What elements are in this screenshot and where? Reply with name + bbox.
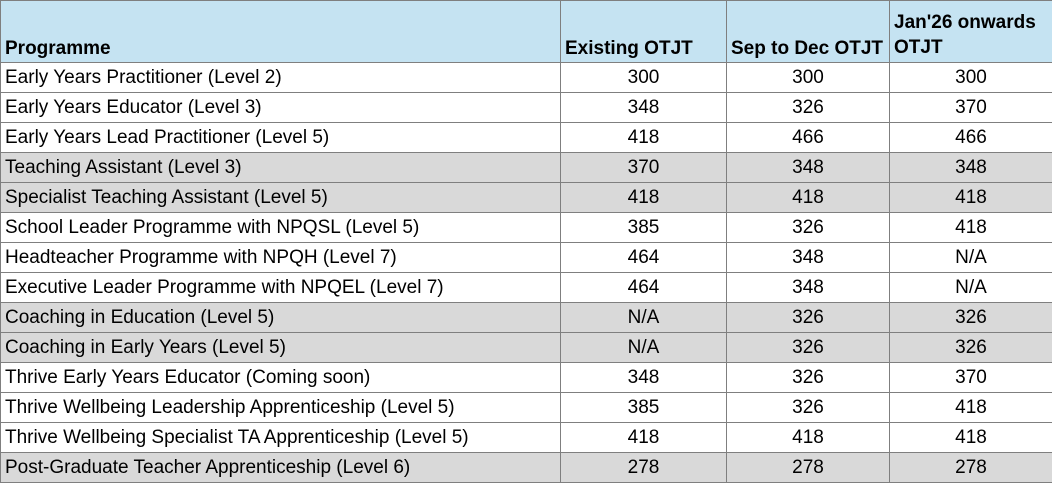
sep-to-dec-otjt-cell: 348 <box>726 272 890 303</box>
sep-to-dec-otjt-cell: 348 <box>726 242 890 273</box>
sep-to-dec-otjt-cell: 326 <box>726 332 890 363</box>
header-existing-otjt: Existing OTJT <box>560 0 727 63</box>
programme-cell: Specialist Teaching Assistant (Level 5) <box>0 182 561 213</box>
jan26-onwards-otjt-cell: 348 <box>889 152 1052 183</box>
table-row: Post-Graduate Teacher Apprenticeship (Le… <box>0 452 1052 483</box>
table-row: Specialist Teaching Assistant (Level 5) 4… <box>0 182 1052 213</box>
table-row: Thrive Early Years Educator (Coming soon… <box>0 362 1052 393</box>
table-row: Executive Leader Programme with NPQEL (L… <box>0 272 1052 303</box>
header-sep-to-dec-otjt: Sep to Dec OTJT <box>726 0 890 63</box>
header-jan26-onwards-otjt: Jan'26 onwards OTJT <box>889 0 1052 63</box>
existing-otjt-cell: N/A <box>560 332 727 363</box>
jan26-onwards-otjt-cell: 418 <box>889 212 1052 243</box>
table-row: Coaching in Education (Level 5) N/A 326 326 <box>0 302 1052 333</box>
programme-cell: Executive Leader Programme with NPQEL (L… <box>0 272 561 303</box>
table-body: Early Years Practitioner (Level 2) 300 300… <box>0 62 1052 483</box>
header-row: Programme Existing OTJT Sep to Dec OTJT … <box>0 0 1052 63</box>
jan26-onwards-otjt-cell: 370 <box>889 92 1052 123</box>
sep-to-dec-otjt-cell: 326 <box>726 362 890 393</box>
sep-to-dec-otjt-cell: 326 <box>726 212 890 243</box>
existing-otjt-cell: 385 <box>560 392 727 423</box>
jan26-onwards-otjt-cell: 300 <box>889 62 1052 93</box>
sep-to-dec-otjt-cell: 418 <box>726 422 890 453</box>
jan26-onwards-otjt-cell: 418 <box>889 182 1052 213</box>
programme-cell: Thrive Wellbeing Leadership Apprenticesh… <box>0 392 561 423</box>
existing-otjt-cell: 348 <box>560 362 727 393</box>
table-row: Early Years Practitioner (Level 2) 300 300… <box>0 62 1052 93</box>
table-row: School Leader Programme with NPQSL (Leve… <box>0 212 1052 243</box>
jan26-onwards-otjt-cell: N/A <box>889 242 1052 273</box>
otjt-table: Programme Existing OTJT Sep to Dec OTJT … <box>0 0 1052 483</box>
table-row: Early Years Lead Practitioner (Level 5) 4… <box>0 122 1052 153</box>
programme-cell: Post-Graduate Teacher Apprenticeship (Le… <box>0 452 561 483</box>
sep-to-dec-otjt-cell: 348 <box>726 152 890 183</box>
existing-otjt-cell: 418 <box>560 182 727 213</box>
programme-cell: Early Years Practitioner (Level 2) <box>0 62 561 93</box>
sep-to-dec-otjt-cell: 418 <box>726 182 890 213</box>
programme-cell: Teaching Assistant (Level 3) <box>0 152 561 183</box>
sep-to-dec-otjt-cell: 326 <box>726 302 890 333</box>
jan26-onwards-otjt-cell: N/A <box>889 272 1052 303</box>
existing-otjt-cell: 418 <box>560 422 727 453</box>
sep-to-dec-otjt-cell: 278 <box>726 452 890 483</box>
programme-cell: Coaching in Early Years (Level 5) <box>0 332 561 363</box>
programme-cell: Thrive Early Years Educator (Coming soon… <box>0 362 561 393</box>
existing-otjt-cell: 464 <box>560 242 727 273</box>
jan26-onwards-otjt-cell: 278 <box>889 452 1052 483</box>
sep-to-dec-otjt-cell: 326 <box>726 92 890 123</box>
header-programme: Programme <box>0 0 561 63</box>
existing-otjt-cell: 300 <box>560 62 727 93</box>
jan26-onwards-otjt-cell: 326 <box>889 332 1052 363</box>
table-row: Thrive Wellbeing Specialist TA Apprentic… <box>0 422 1052 453</box>
programme-cell: Coaching in Education (Level 5) <box>0 302 561 333</box>
table-row: Early Years Educator (Level 3) 348 326 370 <box>0 92 1052 123</box>
jan26-onwards-otjt-cell: 326 <box>889 302 1052 333</box>
programme-cell: Early Years Educator (Level 3) <box>0 92 561 123</box>
existing-otjt-cell: 385 <box>560 212 727 243</box>
table-row: Teaching Assistant (Level 3) 370 348 348 <box>0 152 1052 183</box>
programme-cell: Headteacher Programme with NPQH (Level 7… <box>0 242 561 273</box>
table-row: Coaching in Early Years (Level 5) N/A 326 3… <box>0 332 1052 363</box>
jan26-onwards-otjt-cell: 418 <box>889 422 1052 453</box>
sep-to-dec-otjt-cell: 466 <box>726 122 890 153</box>
table-row: Headteacher Programme with NPQH (Level 7… <box>0 242 1052 273</box>
programme-cell: School Leader Programme with NPQSL (Leve… <box>0 212 561 243</box>
existing-otjt-cell: 370 <box>560 152 727 183</box>
sep-to-dec-otjt-cell: 326 <box>726 392 890 423</box>
existing-otjt-cell: 464 <box>560 272 727 303</box>
existing-otjt-cell: N/A <box>560 302 727 333</box>
existing-otjt-cell: 278 <box>560 452 727 483</box>
existing-otjt-cell: 348 <box>560 92 727 123</box>
jan26-onwards-otjt-cell: 466 <box>889 122 1052 153</box>
jan26-onwards-otjt-cell: 418 <box>889 392 1052 423</box>
existing-otjt-cell: 418 <box>560 122 727 153</box>
programme-cell: Thrive Wellbeing Specialist TA Apprentic… <box>0 422 561 453</box>
table-row: Thrive Wellbeing Leadership Apprenticesh… <box>0 392 1052 423</box>
programme-cell: Early Years Lead Practitioner (Level 5) <box>0 122 561 153</box>
sep-to-dec-otjt-cell: 300 <box>726 62 890 93</box>
jan26-onwards-otjt-cell: 370 <box>889 362 1052 393</box>
